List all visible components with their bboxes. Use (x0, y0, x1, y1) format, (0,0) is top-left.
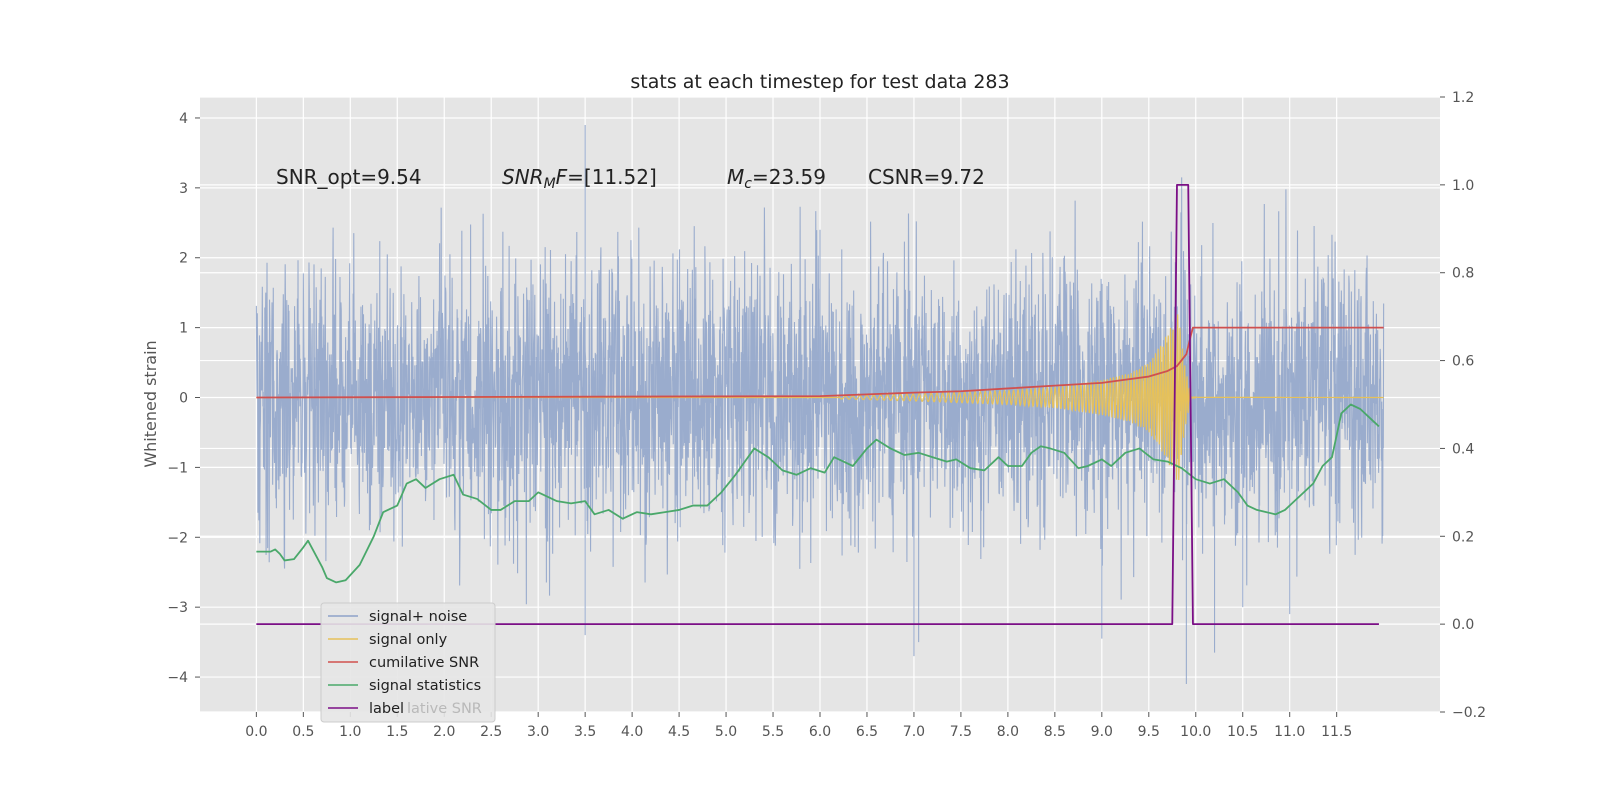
legend-label-cumulative-snr: cumilative SNR (369, 655, 479, 671)
x-tick-label: 9.0 (1091, 724, 1113, 740)
x-axis-ticks: 0.0 0.5 1.0 1.5 2.0 2.5 3.0 3.5 4.0 4.5 5.0 5.5 6.0 6… (245, 712, 1352, 740)
x-tick-label: 8.5 (1044, 724, 1066, 740)
signal-statistics-series (256, 403, 1380, 584)
y-tick-label: −3 (167, 600, 188, 616)
y2-tick-label: 1.2 (1452, 90, 1474, 106)
x-tick-label: 7.0 (903, 724, 925, 740)
y2-tick-label: 0.4 (1452, 441, 1474, 457)
x-tick-label: 11.5 (1321, 724, 1352, 740)
x-tick-label: 2.5 (480, 724, 502, 740)
x-tick-label: 4.0 (621, 724, 643, 740)
label-line (256, 183, 1379, 626)
y-axis-label: Whitened strain (141, 340, 160, 467)
legend-box (320, 602, 496, 723)
y-tick-label: −4 (167, 670, 188, 686)
legend-ghost-text: lative SNR (407, 701, 482, 717)
x-tick-label: 3.0 (527, 724, 549, 740)
signal-statistics-line (256, 403, 1380, 584)
signal-noise-series (255, 124, 1385, 685)
annotation-snr-opt: SNR_opt=9.54 (276, 165, 422, 189)
x-tick-label: 4.5 (668, 724, 690, 740)
legend-label-label: label (369, 701, 404, 717)
x-tick-label: 0.0 (245, 724, 267, 740)
x-tick-label: 5.5 (762, 724, 784, 740)
x-tick-label: 3.5 (574, 724, 596, 740)
y-tick-label: −1 (167, 460, 188, 476)
x-tick-label: 5.0 (715, 724, 737, 740)
x-tick-label: 7.5 (950, 724, 972, 740)
y2-tick-label: 0.8 (1452, 266, 1474, 282)
annotation-csnr: CSNR=9.72 (868, 165, 985, 189)
y-axis-ticks: −4 −3 −2 −1 0 1 2 3 4 (167, 111, 200, 686)
y-tick-label: 1 (179, 321, 188, 337)
y-tick-label: 0 (179, 391, 188, 407)
y2-tick-label: −0.2 (1452, 705, 1486, 721)
signal-noise-line (255, 124, 1385, 685)
annotation-snr-mf: SNRMF=[11.52] (502, 165, 657, 192)
label-series (256, 183, 1379, 626)
y2-axis-ticks: −0.2 0.0 0.2 0.4 0.6 0.8 1.0 1.2 (1440, 90, 1486, 721)
y2-tick-label: 0.0 (1452, 617, 1474, 633)
x-tick-label: 2.0 (433, 724, 455, 740)
x-tick-label: 11.0 (1274, 724, 1305, 740)
legend-label-signal-noise: signal+ noise (369, 609, 467, 625)
x-tick-label: 9.5 (1138, 724, 1160, 740)
y-tick-label: 2 (179, 251, 188, 267)
chart-title: stats at each timestep for test data 283 (630, 71, 1009, 93)
legend-label-signal-only: signal only (369, 632, 448, 648)
y-tick-label: −2 (167, 530, 188, 546)
y2-tick-label: 0.6 (1452, 354, 1474, 370)
x-tick-label: 8.0 (997, 724, 1019, 740)
x-tick-label: 10.5 (1227, 724, 1258, 740)
x-tick-label: 6.5 (856, 724, 878, 740)
legend: signal+ noise signal only cumilative SNR… (320, 602, 496, 723)
y-tick-label: 4 (179, 111, 188, 127)
x-tick-label: 1.5 (386, 724, 408, 740)
x-tick-label: 0.5 (292, 724, 314, 740)
x-tick-label: 6.0 (809, 724, 831, 740)
annotation-mc: Mc=23.59 (727, 165, 826, 192)
y2-tick-label: 0.2 (1452, 529, 1474, 545)
y-tick-label: 3 (179, 181, 188, 197)
y2-tick-label: 1.0 (1452, 178, 1474, 194)
x-tick-label: 10.0 (1180, 724, 1211, 740)
legend-label-signal-statistics: signal statistics (369, 678, 481, 694)
x-tick-label: 1.0 (339, 724, 361, 740)
